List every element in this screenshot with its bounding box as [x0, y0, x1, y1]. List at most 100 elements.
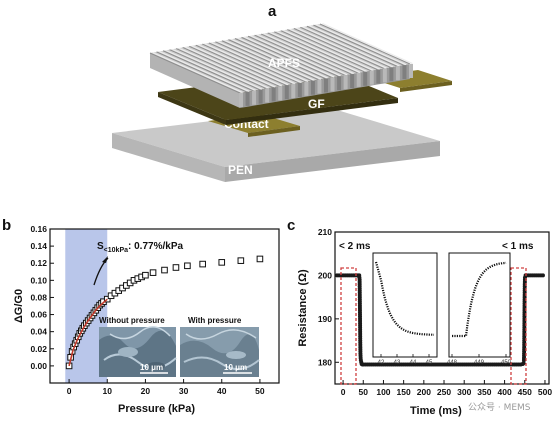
plot-c-x-tick-label: 300 [457, 387, 471, 397]
apfs-ridge-end [278, 86, 283, 101]
apfs-ridge [234, 38, 326, 79]
data-point [521, 361, 526, 366]
data-point [237, 257, 245, 264]
apfs-ridge-highlight [309, 25, 400, 67]
apfs-ridge-highlight [269, 31, 361, 74]
apfs-ridge [254, 34, 345, 76]
apfs-ridge-end [239, 93, 243, 107]
response-time-left: < 2 ms [339, 241, 371, 252]
apfs-layer [149, 23, 413, 108]
data-point [256, 255, 264, 263]
response-time-right: < 1 ms [502, 241, 534, 252]
apfs-ridge-highlight [191, 45, 282, 87]
apfs-ridge-highlight [296, 27, 387, 69]
apfs-ridge-end [376, 69, 381, 84]
apfs-ridge-highlight [302, 26, 394, 68]
plot-c-y-ticks: 180 190 200 210 [318, 227, 339, 367]
data-point [540, 273, 545, 278]
plot-c-frame [334, 231, 550, 385]
apfs-ridge-highlight [250, 35, 341, 77]
plot-c-x-tick-label: 400 [497, 387, 511, 397]
plot-b-y-tick-label: 0.10 [30, 275, 47, 285]
apfs-ridge-end [382, 68, 387, 83]
apfs-ridge-highlight [243, 36, 335, 78]
plot-c-y-tick-label: 190 [318, 314, 332, 324]
zoom-inset-falling: 42 43 44 45 [372, 252, 438, 366]
plot-b-x-tick-label: 50 [255, 386, 265, 396]
inset-rising-ticks: 448 449 450 [447, 354, 512, 366]
plot-c-x-tick-label: 350 [477, 387, 491, 397]
apfs-ridge-highlight [283, 29, 374, 71]
apfs-ridges [149, 23, 413, 107]
apfs-ridge [300, 26, 391, 68]
apfs-ridge [313, 24, 404, 66]
inset-caption-with: With pressure [188, 316, 242, 325]
apfs-ridge-end [284, 85, 289, 100]
inset-falling-tick-label: 42 [378, 360, 385, 366]
apfs-ridge [267, 32, 358, 74]
apfs-ridge-highlight [315, 24, 407, 66]
apfs-ridge [274, 31, 365, 73]
scale-bar-right-label: 10 μm [224, 363, 247, 372]
apfs-ridge-highlight [224, 39, 315, 81]
zoom-inset-rising: 448 449 450 [447, 252, 512, 366]
highlight-box-rising-edge [510, 267, 527, 385]
plot-c-x-tick-label: 500 [538, 387, 552, 397]
apfs-ridge [221, 40, 313, 82]
apfs-ridge [247, 35, 339, 77]
plot-b-x-ticks: 0 10 20 30 40 50 [67, 379, 265, 396]
data-point [142, 271, 149, 279]
apfs-ridge-end [258, 89, 263, 104]
panel-a-letter: a [268, 3, 277, 20]
plot-b-x-label: Pressure (kPa) [118, 403, 195, 415]
plot-b-y-tick-label: 0.00 [30, 361, 47, 371]
plot-b-frame [49, 228, 280, 384]
apfs-ridge-highlight [289, 28, 381, 70]
plot-b-y-ticks: 0.00 0.02 0.04 0.06 0.08 0.10 0.12 0.14 0.16 [30, 224, 54, 371]
apfs-ridge-end [402, 65, 407, 80]
highlight-box-falling-edge [340, 267, 357, 385]
data-point [199, 260, 206, 268]
apfs-ridge-highlight [276, 30, 367, 72]
watermark: 公众号 · MEMS [468, 402, 531, 413]
apfs-ridge-end [304, 81, 309, 96]
plot-c-x-tick-label: 150 [397, 387, 411, 397]
inset-rising-tick-label: 449 [474, 360, 485, 366]
apfs-ridge-end [291, 84, 296, 99]
plot-b-y-tick-label: 0.06 [30, 310, 47, 320]
apfs-ridge [228, 39, 319, 81]
plot-c-y-tick-label: 180 [318, 357, 332, 367]
plot-c-x-tick-label: 50 [359, 387, 369, 397]
plot-b-x-tick-label: 0 [67, 386, 72, 396]
apfs-ridge-end [297, 82, 302, 97]
apfs-ridge-highlight [211, 42, 302, 84]
plot-c-x-tick-label: 450 [518, 387, 532, 397]
sem-image-with-pressure [180, 327, 260, 377]
panel-c-letter: c [287, 217, 295, 234]
apfs-ridge [169, 49, 260, 91]
apfs-ridge-highlight [178, 47, 269, 89]
apfs-ridge-end [252, 90, 257, 105]
apfs-ridge-highlight [204, 43, 296, 85]
sensitivity-annotation: S<10kPa: 0.77%/kPa [97, 241, 183, 254]
apfs-ridge [208, 42, 300, 84]
plot-c-y-tick-label: 200 [318, 270, 332, 280]
sem-image-without-pressure [99, 326, 177, 377]
plot-c-x-ticks: 0 50 100 150 200 250 300 350 400 450 500 [341, 380, 552, 397]
inset-falling-ticks: 42 43 44 45 [378, 354, 433, 366]
pen-label: PEN [228, 163, 253, 177]
apfs-ridge-end [337, 76, 342, 91]
apfs-ridge-highlight [263, 33, 354, 75]
plot-b-x-tick-label: 10 [103, 386, 113, 396]
plot-c-y-label: Resistance (Ω) [297, 269, 309, 347]
inset-falling-tick-label: 44 [410, 360, 417, 366]
plot-b-x-tick-label: 30 [179, 386, 189, 396]
apfs-ridge [175, 48, 267, 89]
apfs-ridge [149, 52, 241, 94]
inset-falling-tick-label: 45 [426, 360, 433, 366]
apfs-ridge-highlight [158, 50, 250, 93]
apfs-ridge-end [350, 74, 355, 89]
apfs-ridge [202, 43, 293, 85]
